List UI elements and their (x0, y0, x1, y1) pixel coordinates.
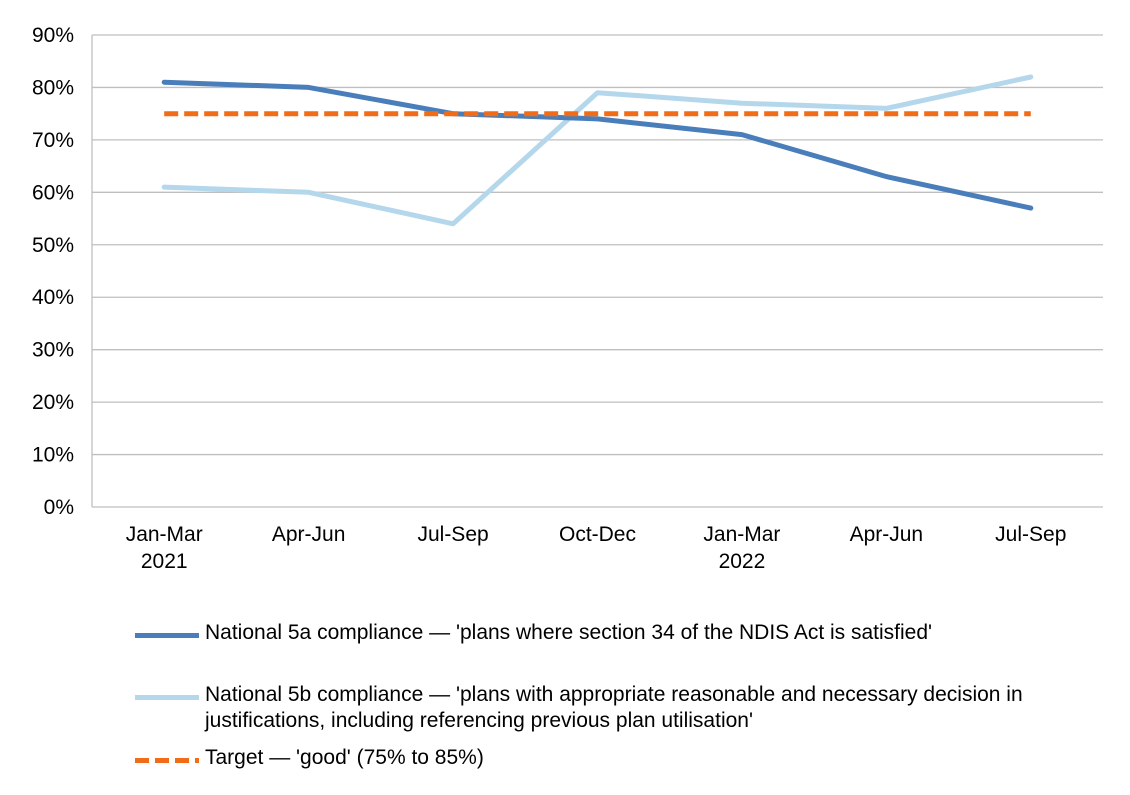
legend-swatch-5a (135, 633, 199, 638)
series-lines (161, 74, 1034, 227)
data-point (162, 80, 167, 85)
data-point (306, 85, 311, 90)
data-point (739, 111, 744, 116)
data-point (884, 174, 889, 179)
x-tick-label: Jul-Sep (995, 523, 1066, 546)
y-axis-labels: 0% 10% 20% 30% 40% 50% 60% 70% 80% 90% (32, 24, 74, 519)
data-point (451, 221, 456, 226)
series-line-1 (161, 74, 1034, 227)
y-tick-label: 90% (32, 24, 74, 47)
y-tick-label: 20% (32, 391, 74, 414)
legend-label-5a: National 5a compliance — 'plans where se… (205, 621, 933, 644)
line-chart: 0% 10% 20% 30% 40% 50% 60% 70% 80% 90% Jan-Mar 202… (32, 24, 1103, 573)
x-tick-label: Jan-Mar 2022 (703, 523, 780, 573)
y-tick-label: 70% (32, 129, 74, 152)
data-point (451, 111, 456, 116)
x-tick-label: Oct-Dec (559, 523, 636, 546)
legend-swatch-5b (135, 695, 199, 700)
y-tick-label: 60% (32, 181, 74, 204)
y-tick-label: 0% (44, 496, 74, 519)
y-tick-label: 10% (32, 444, 74, 467)
y-tick-label: 50% (32, 234, 74, 257)
legend-swatch-target (135, 758, 199, 763)
data-point (595, 90, 600, 95)
x-tick-label: Jul-Sep (417, 523, 488, 546)
data-point (1028, 111, 1033, 116)
data-point (739, 132, 744, 137)
y-tick-label: 30% (32, 339, 74, 362)
data-point (162, 111, 167, 116)
data-point (595, 111, 600, 116)
x-tick-label: Apr-Jun (850, 523, 924, 546)
legend-item-5b: National 5b compliance — 'plans with app… (135, 682, 1085, 734)
data-point (1028, 74, 1033, 79)
data-point (162, 185, 167, 190)
data-point (1028, 206, 1033, 211)
series-line-0 (161, 79, 1034, 211)
data-point (306, 190, 311, 195)
data-point (306, 111, 311, 116)
legend-item-5a: National 5a compliance — 'plans where se… (135, 620, 1085, 646)
legend-label-target: Target — 'good' (75% to 85%) (205, 746, 484, 769)
legend-label-5b: National 5b compliance — 'plans with app… (205, 683, 1023, 732)
y-tick-label: 80% (32, 76, 74, 99)
data-point (884, 111, 889, 116)
legend-item-target: Target — 'good' (75% to 85%) (135, 745, 1085, 771)
x-axis-labels: Jan-Mar 2021 Apr-Jun Jul-Sep Oct-Dec Jan-Mar 2… (126, 523, 1067, 573)
x-tick-label: Apr-Jun (272, 523, 346, 546)
gridlines (91, 34, 1103, 508)
data-point (884, 106, 889, 111)
x-tick-label: Jan-Mar 2021 (126, 523, 203, 573)
y-tick-label: 40% (32, 286, 74, 309)
data-point (739, 101, 744, 106)
data-point (595, 116, 600, 121)
